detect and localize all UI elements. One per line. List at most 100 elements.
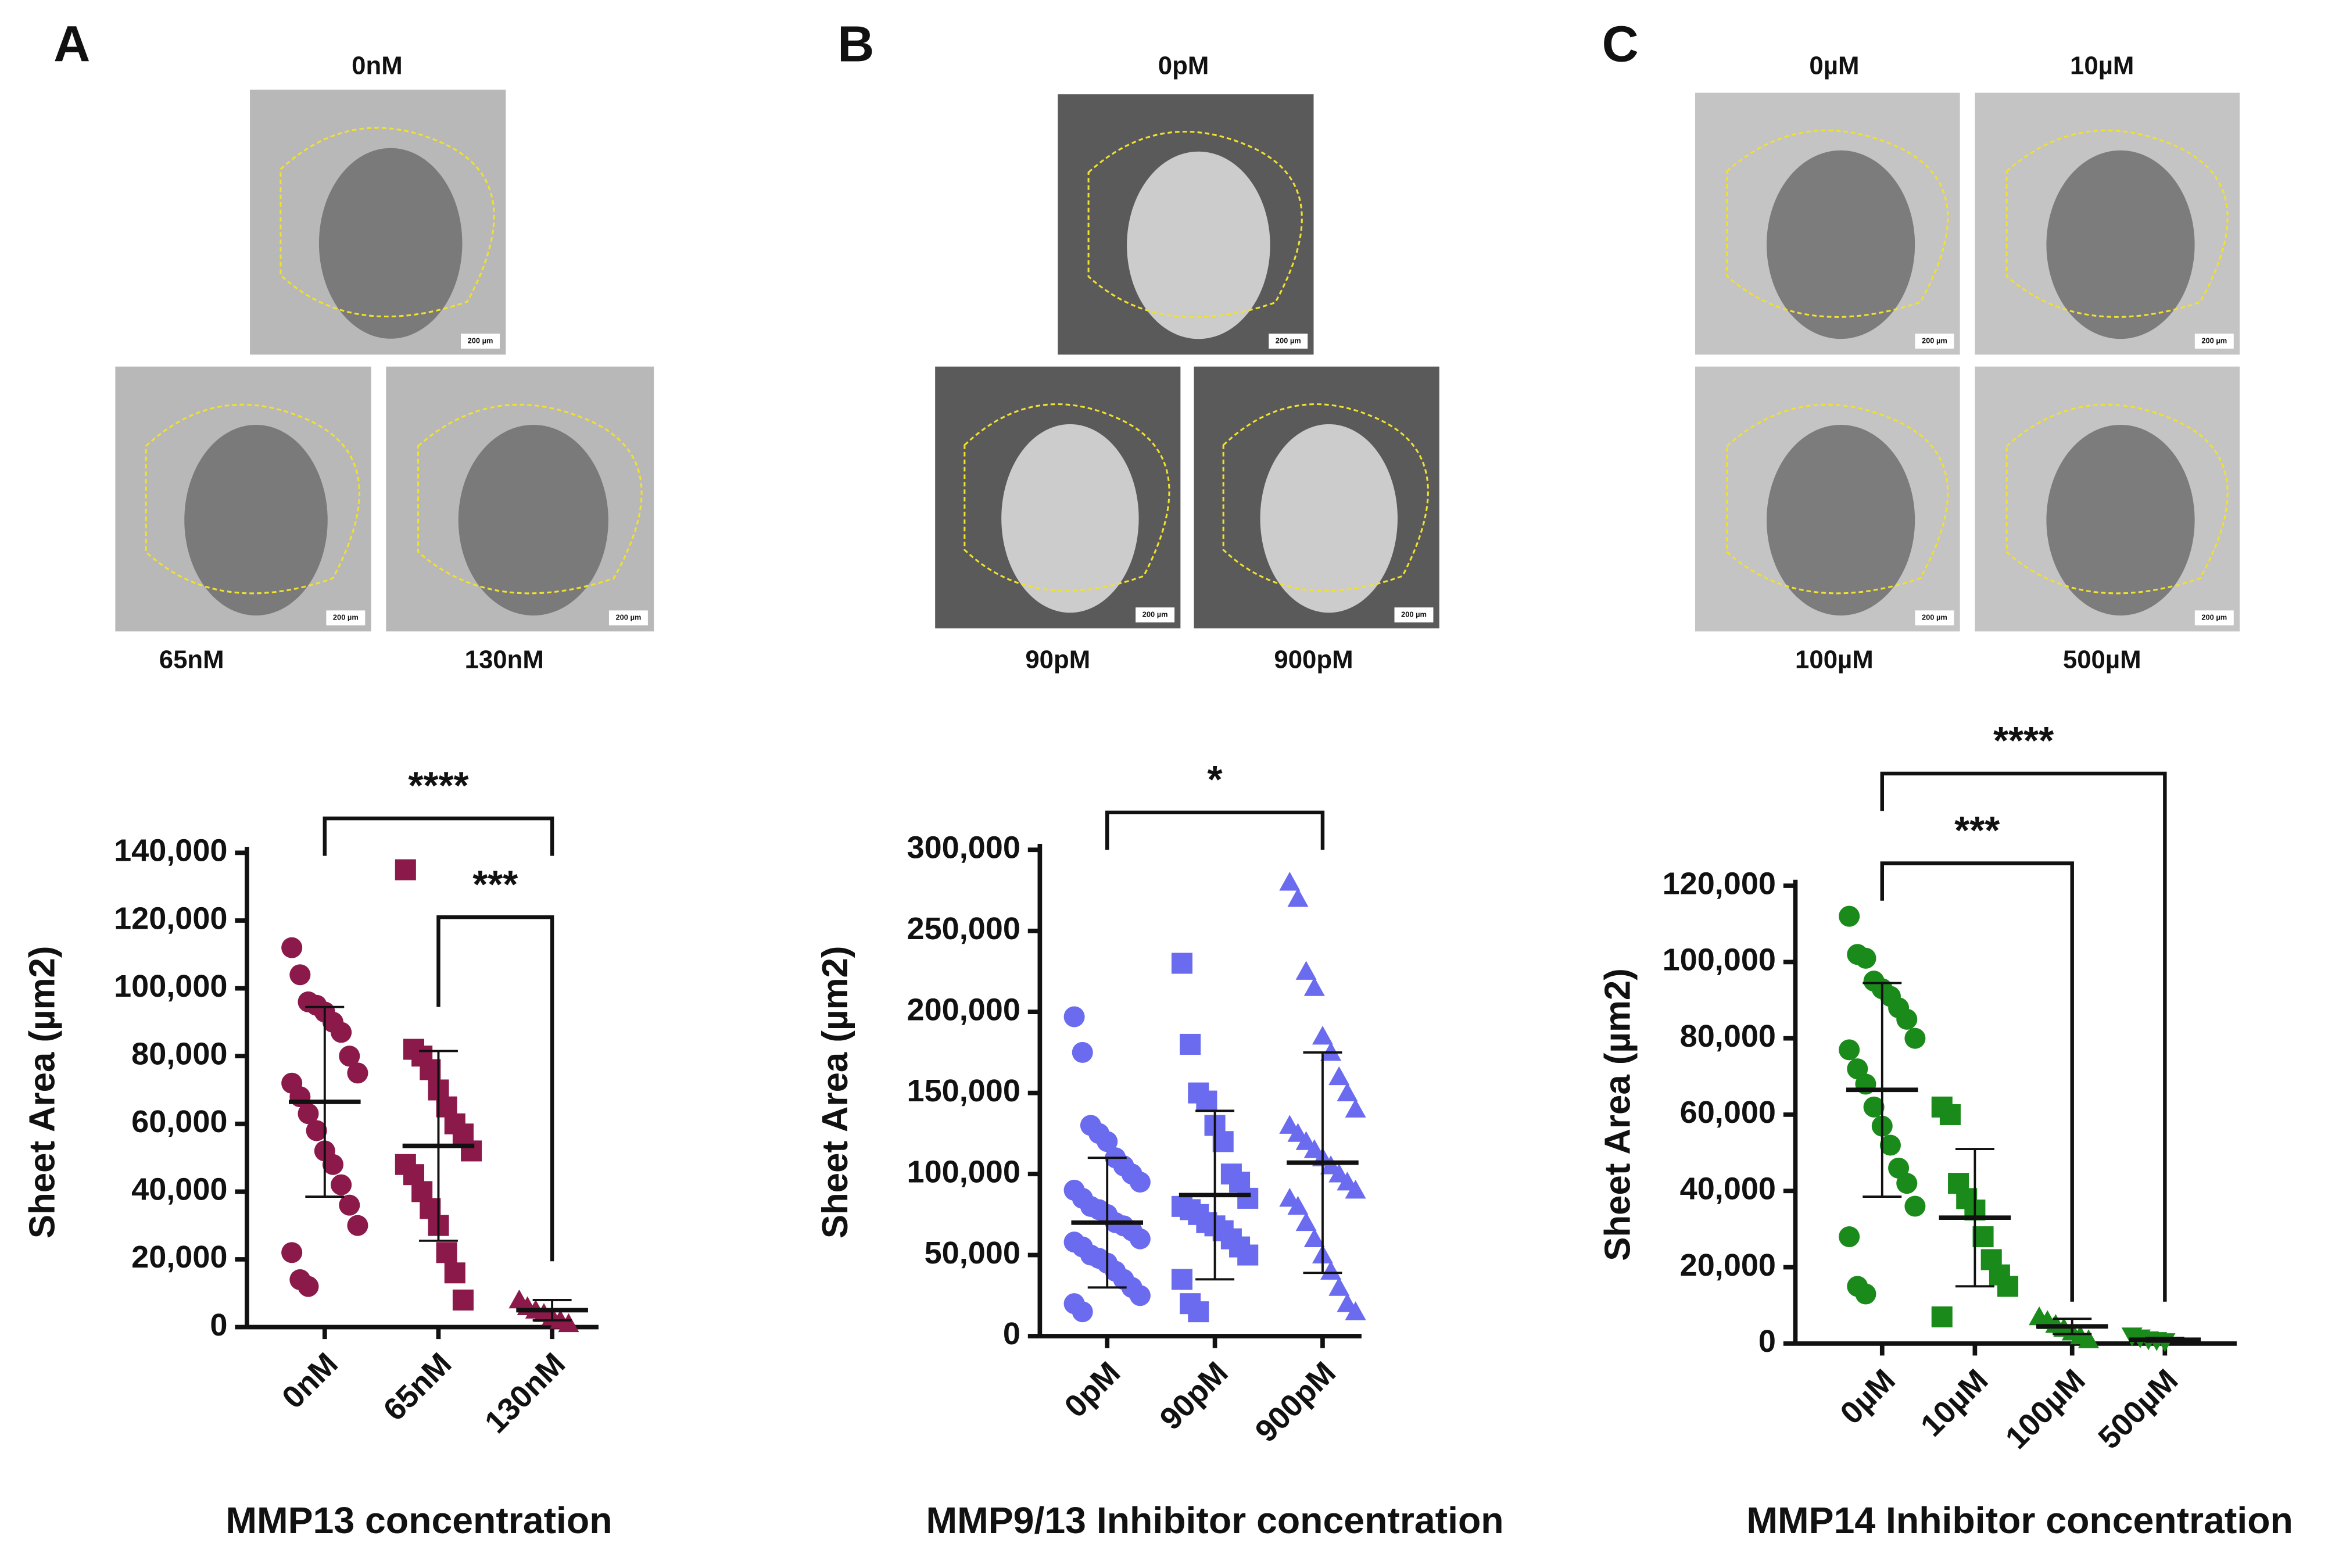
significance-label: **** xyxy=(1993,719,2054,762)
data-point xyxy=(1287,1195,1309,1215)
y-tick-label: 20,000 xyxy=(1680,1248,1776,1283)
data-point xyxy=(306,1120,327,1141)
data-point xyxy=(1839,905,1860,927)
data-point xyxy=(1931,1306,1953,1327)
data-point xyxy=(1879,1134,1901,1156)
y-tick-label: 40,000 xyxy=(131,1172,227,1207)
data-point xyxy=(1287,887,1309,907)
tissue-sheet xyxy=(2046,424,2195,616)
scale-bar-box xyxy=(1269,334,1308,349)
tissue-sheet xyxy=(1001,424,1139,613)
y-tick-label: 0 xyxy=(1758,1324,1776,1359)
tissue-sheet xyxy=(458,424,608,616)
data-point xyxy=(281,1242,303,1263)
scale-bar-label: 200 µm xyxy=(1401,610,1427,618)
tissue-sheet xyxy=(2046,150,2195,339)
outline xyxy=(1726,403,1949,595)
outline xyxy=(2005,403,2229,595)
y-tick-label: 80,000 xyxy=(131,1036,227,1071)
y-tick-label: 60,000 xyxy=(131,1104,227,1139)
data-point xyxy=(420,1059,441,1080)
data-point xyxy=(444,1262,465,1284)
y-tick-label: 0 xyxy=(1003,1316,1020,1351)
data-point xyxy=(339,1046,360,1067)
image-label: 0nM xyxy=(352,51,403,80)
data-point xyxy=(1328,1277,1350,1296)
data-point xyxy=(1939,1104,1961,1125)
panel-letter: C xyxy=(1602,16,1639,73)
scale-bar-label: 200 µm xyxy=(1276,336,1301,345)
scale-bar-label: 200 µm xyxy=(1142,610,1168,618)
data-point xyxy=(452,1289,474,1311)
data-point xyxy=(2078,1329,2100,1348)
data-point xyxy=(339,1194,360,1216)
significance-label: **** xyxy=(408,764,468,807)
y-axis-label: Sheet Area (µm2) xyxy=(23,946,63,1239)
data-point xyxy=(1863,1096,1885,1118)
tissue-sheet xyxy=(1127,151,1270,339)
image-label: 0pM xyxy=(1158,51,1209,80)
image-label: 100µM xyxy=(1795,645,1874,674)
data-point xyxy=(1237,1187,1259,1209)
data-point xyxy=(1839,1039,1860,1061)
y-axis-label: Sheet Area (µm2) xyxy=(815,946,855,1239)
data-point xyxy=(1129,1171,1151,1193)
data-point xyxy=(1295,961,1317,980)
y-tick-label: 300,000 xyxy=(907,830,1020,865)
scale-bar-box xyxy=(1915,610,1954,626)
data-point xyxy=(1997,1276,2019,1297)
image-label: 65nM xyxy=(159,645,224,674)
data-point xyxy=(1855,1283,1876,1305)
data-point xyxy=(281,937,303,958)
outline xyxy=(1222,403,1429,592)
x-axis-label: MMP14 Inhibitor concentration xyxy=(1746,1499,2293,1541)
outline xyxy=(417,403,643,595)
scale-bar-box xyxy=(461,334,500,349)
data-point xyxy=(1303,977,1325,996)
data-point xyxy=(331,1174,352,1195)
data-point xyxy=(1896,1173,1918,1194)
data-point xyxy=(1904,1028,1926,1049)
data-point xyxy=(1212,1131,1234,1152)
scale-bar-label: 200 µm xyxy=(1922,613,1947,622)
data-point xyxy=(1279,872,1301,891)
data-point xyxy=(1855,947,1876,969)
data-point xyxy=(461,1140,482,1162)
data-point xyxy=(1295,1212,1317,1232)
scale-bar-label: 200 µm xyxy=(333,613,359,622)
y-tick-label: 150,000 xyxy=(907,1073,1020,1108)
y-tick-label: 80,000 xyxy=(1680,1019,1776,1054)
data-point xyxy=(1896,1008,1918,1030)
scale-bar-box xyxy=(326,610,366,626)
x-axis-label: MMP9/13 Inhibitor concentration xyxy=(926,1499,1504,1541)
y-tick-label: 20,000 xyxy=(131,1240,227,1275)
significance-bracket xyxy=(1880,861,2074,1302)
scale-bar-box xyxy=(608,610,648,626)
data-point xyxy=(1129,1285,1151,1306)
scale-bar-box xyxy=(2194,334,2234,349)
y-tick-label: 40,000 xyxy=(1680,1172,1776,1207)
image-label: 130nM xyxy=(465,645,544,674)
outline xyxy=(145,403,360,595)
panel-letter: A xyxy=(53,16,90,73)
image-label: 0µM xyxy=(1809,51,1859,80)
significance-bracket xyxy=(436,915,554,1262)
y-tick-label: 120,000 xyxy=(1663,866,1776,901)
scale-bar-label: 200 µm xyxy=(468,336,493,345)
outline xyxy=(1726,129,1949,318)
data-point xyxy=(1072,1041,1093,1063)
data-point xyxy=(347,1062,368,1084)
y-axis-label: Sheet Area (µm2) xyxy=(1598,968,1638,1261)
data-point xyxy=(1129,1228,1151,1250)
data-point xyxy=(1345,1301,1366,1320)
data-point xyxy=(1063,1006,1085,1028)
significance-bracket xyxy=(1880,771,2167,1302)
scale-bar-box xyxy=(1394,607,1434,622)
scale-bar-box xyxy=(1915,334,1954,349)
tissue-sheet xyxy=(318,148,463,339)
scale-bar-box xyxy=(2194,610,2234,626)
significance-bracket xyxy=(323,816,554,856)
data-point xyxy=(1312,1025,1333,1045)
scale-bar-label: 200 µm xyxy=(2201,336,2227,345)
